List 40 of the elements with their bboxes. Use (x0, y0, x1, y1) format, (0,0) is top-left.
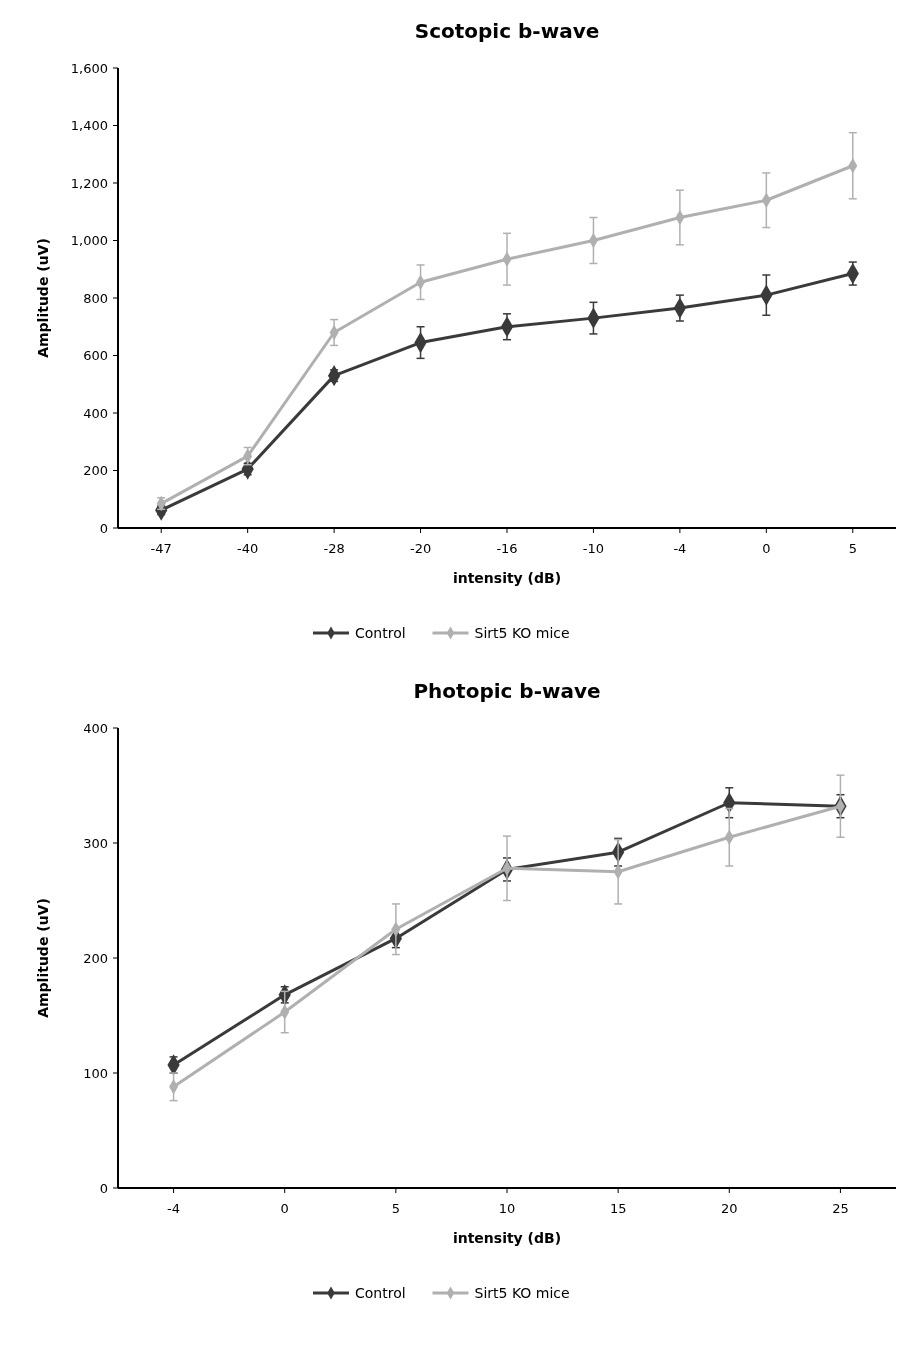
x-axis-title: intensity (dB) (452, 570, 562, 586)
x-tick-label: -20 (409, 541, 432, 556)
chart-title: Photopic b-wave (413, 679, 601, 703)
x-tick-label: -28 (323, 541, 345, 556)
y-axis-title: Amplitude (uV) (35, 238, 51, 358)
x-tick-label: 20 (721, 1201, 738, 1216)
x-tick-label: -4 (673, 541, 687, 556)
x-tick-label: 10 (498, 1201, 516, 1216)
y-tick-label: 0 (99, 1180, 108, 1196)
legend-label: Sirt5 KO mice (474, 624, 570, 641)
x-tick-label: 25 (832, 1201, 849, 1216)
x-tick-label: -40 (237, 541, 259, 556)
x-tick-label: 0 (762, 541, 771, 556)
y-tick-label: 800 (83, 290, 108, 306)
y-tick-label: 0 (99, 520, 108, 536)
x-tick-label: -4 (167, 1201, 181, 1216)
legend-label: Sirt5 KO mice (474, 1284, 570, 1301)
x-tick-label: 5 (391, 1201, 400, 1216)
x-axis-title: intensity (dB) (452, 1230, 562, 1246)
y-tick-label: 1,400 (70, 118, 108, 134)
legend-label: Control (355, 624, 406, 641)
x-tick-label: -16 (496, 541, 518, 556)
x-tick-label: 15 (609, 1201, 627, 1216)
y-tick-label: 600 (83, 348, 108, 364)
legend-label: Control (355, 1284, 406, 1301)
x-tick-label: -10 (582, 541, 605, 556)
y-tick-label: 1,200 (70, 175, 108, 191)
y-tick-label: 1,600 (70, 60, 108, 76)
y-tick-label: 400 (83, 405, 108, 421)
x-tick-label: 5 (848, 541, 857, 556)
y-axis-title: Amplitude (uV) (35, 898, 51, 1018)
y-tick-label: 1,000 (70, 233, 108, 249)
y-tick-label: 100 (83, 1065, 108, 1081)
y-tick-label: 400 (83, 720, 108, 736)
y-tick-label: 300 (83, 835, 108, 851)
chart-title: Scotopic b-wave (414, 19, 600, 43)
x-tick-label: -47 (150, 541, 172, 556)
y-tick-label: 200 (83, 950, 108, 966)
x-tick-label: 0 (280, 1201, 289, 1216)
y-tick-label: 200 (83, 463, 108, 479)
